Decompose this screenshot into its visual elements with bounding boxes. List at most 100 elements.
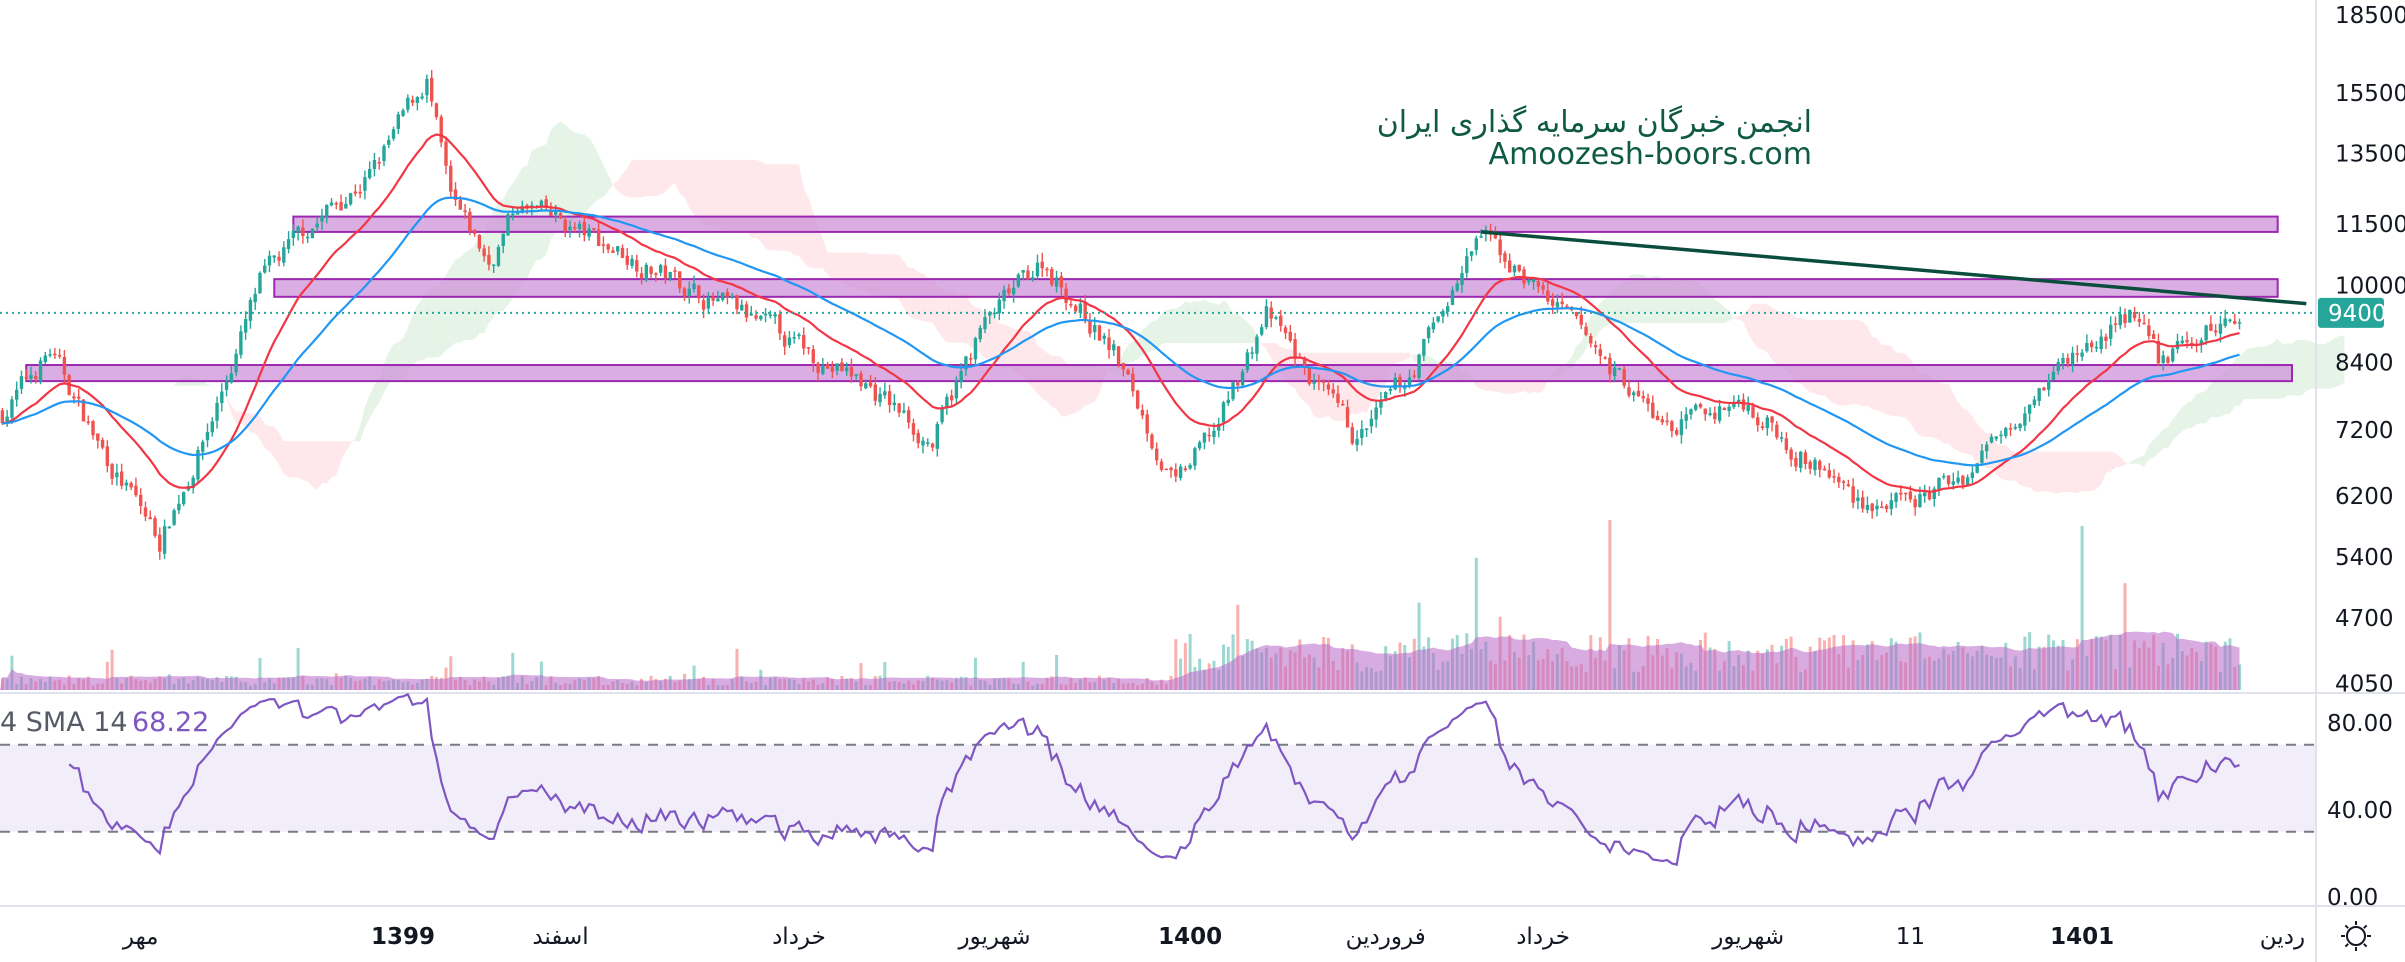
- candle: [1765, 414, 1769, 436]
- candle: [1064, 283, 1068, 311]
- cloud-segment: [684, 159, 690, 208]
- cloud-segment: [632, 159, 637, 198]
- candle: [57, 348, 62, 359]
- candle: [1670, 419, 1674, 438]
- cloud-segment: [1247, 321, 1253, 344]
- cloud-segment: [2115, 453, 2121, 468]
- candle: [229, 366, 234, 384]
- cloud-segment: [665, 159, 671, 192]
- candle: [883, 382, 887, 400]
- candle: [1355, 430, 1359, 452]
- candle: [2142, 314, 2146, 325]
- rsi-axis[interactable]: 80.00 40.00 0.00: [2327, 711, 2393, 911]
- cloud-segment: [1743, 309, 1749, 334]
- cloud-segment: [1185, 301, 1191, 344]
- candle: [549, 202, 553, 216]
- cloud-segment: [827, 252, 833, 280]
- candle: [1937, 477, 1941, 497]
- candle: [2061, 353, 2065, 370]
- candle: [954, 376, 959, 404]
- volume-bar: [105, 661, 109, 690]
- candle: [2123, 308, 2127, 328]
- candle: [387, 135, 391, 149]
- cloud-segment: [527, 150, 532, 279]
- candle: [1240, 369, 1245, 386]
- candle: [2128, 309, 2132, 323]
- candle: [2023, 406, 2027, 431]
- volume-bar: [1021, 661, 1025, 690]
- cloud-segment: [970, 302, 976, 350]
- candle: [1279, 309, 1283, 332]
- candle: [1851, 478, 1855, 509]
- candle: [1107, 328, 1111, 359]
- time-tick: 1401: [2050, 924, 2114, 950]
- candle: [506, 212, 510, 236]
- candle: [740, 299, 744, 311]
- candle: [38, 357, 43, 385]
- cloud-segment: [951, 289, 957, 343]
- candle: [988, 310, 992, 325]
- candle: [1999, 430, 2003, 444]
- cloud-segment: [1757, 303, 1763, 350]
- candle: [2156, 333, 2161, 366]
- cloud-segment: [713, 159, 718, 228]
- candle: [1164, 468, 1168, 471]
- candle: [2175, 333, 2180, 354]
- time-axis[interactable]: مهر 1399 اسفند خرداد شهریور 1400 فروردین خرداد ش…: [122, 924, 2305, 950]
- price-axis[interactable]: 18500 15500 13500 11500 10000 8400 7200 6200 540…: [2335, 3, 2405, 697]
- candle: [1140, 404, 1145, 420]
- cloud-segment: [2024, 451, 2030, 488]
- trendline: [1480, 230, 2307, 306]
- cloud-segment: [2043, 451, 2049, 492]
- cloud-segment: [961, 294, 966, 343]
- candle: [706, 292, 711, 315]
- candle: [1722, 407, 1727, 411]
- cloud-segment: [698, 159, 704, 225]
- candle: [1942, 473, 1946, 480]
- time-tick: 1399: [371, 924, 435, 950]
- time-tick: شهریور: [958, 924, 1031, 950]
- candle: [1035, 254, 1040, 280]
- cloud-segment: [317, 441, 322, 491]
- cloud-segment: [2330, 337, 2335, 389]
- candle: [396, 111, 400, 135]
- volume-bar: [859, 663, 863, 690]
- cloud-segment: [2101, 451, 2106, 485]
- cloud-segment: [555, 121, 561, 233]
- price-tick: 4050: [2335, 671, 2394, 697]
- candle: [797, 332, 801, 340]
- rsi-value: 68.22: [132, 707, 209, 738]
- candle: [1226, 391, 1230, 406]
- candle: [1903, 492, 1908, 502]
- cloud-segment: [1810, 320, 1815, 394]
- candle: [1598, 343, 1603, 365]
- candle: [563, 216, 567, 238]
- cloud-segment: [1967, 410, 1973, 456]
- candle: [1884, 503, 1889, 513]
- gear-icon[interactable]: [2341, 921, 2371, 951]
- candle: [305, 232, 310, 244]
- cloud-segment: [1748, 303, 1753, 342]
- candle: [153, 515, 157, 538]
- cloud-segment: [1409, 352, 1415, 362]
- candle: [1746, 396, 1750, 415]
- cloud-segment: [1972, 416, 1978, 465]
- time-tick: 11: [1896, 924, 1925, 950]
- candle: [782, 331, 787, 355]
- candle: [802, 327, 806, 355]
- cloud-segment: [1843, 320, 1849, 406]
- candle: [1321, 379, 1326, 392]
- cloud-segment: [1896, 352, 1901, 417]
- cloud-segment: [1318, 352, 1324, 419]
- trendline-layer[interactable]: [1480, 230, 2307, 306]
- candle: [744, 301, 749, 323]
- cloud-segment: [722, 159, 728, 233]
- price-tick: 8400: [2335, 350, 2394, 376]
- candle: [577, 220, 582, 238]
- candle: [582, 213, 587, 242]
- cloud-segment: [1209, 302, 1214, 344]
- candle: [1546, 282, 1550, 305]
- candle: [592, 228, 596, 233]
- candle: [19, 370, 24, 394]
